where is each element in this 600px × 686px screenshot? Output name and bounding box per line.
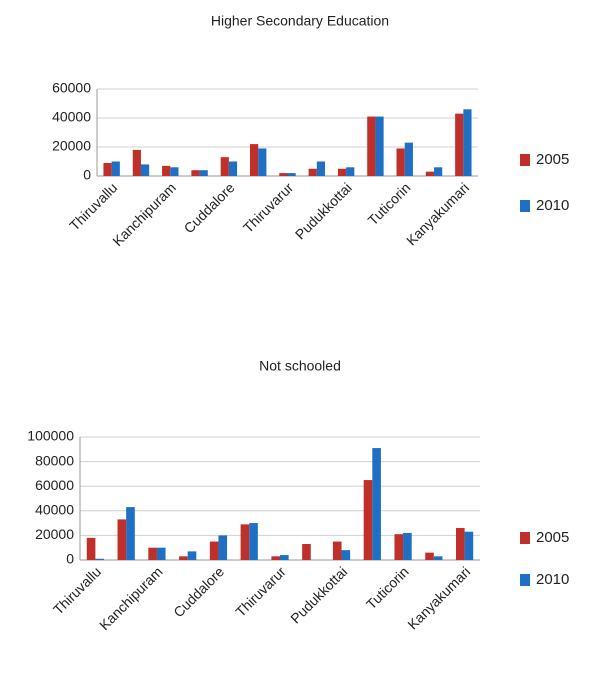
bar (148, 547, 157, 560)
bar (156, 547, 166, 560)
bar (463, 109, 472, 176)
bar (337, 168, 347, 176)
legend-label: 2010 (536, 197, 569, 214)
x-tick-label: Tuticorin (363, 563, 412, 612)
bar (363, 480, 373, 560)
bar (187, 551, 197, 560)
legend-label: 2005 (536, 529, 569, 546)
bar (433, 556, 443, 560)
bar (455, 113, 464, 176)
bar (199, 170, 208, 176)
legend-swatch (520, 200, 530, 212)
bar (375, 116, 384, 176)
bar (280, 555, 289, 560)
bar (308, 168, 317, 176)
legend-label: 2005 (536, 151, 569, 168)
x-tick-label: Cuddalore (170, 563, 227, 620)
legend-swatch (520, 154, 530, 166)
chart-title: Higher Secondary Education (211, 13, 389, 29)
bar (394, 534, 404, 560)
bar (258, 148, 267, 176)
bar (209, 541, 219, 560)
bar (162, 165, 171, 176)
bar (95, 558, 104, 560)
bar (346, 167, 355, 176)
bar (111, 161, 120, 176)
bar (404, 142, 413, 176)
bar (341, 550, 351, 560)
bar (126, 507, 135, 560)
bar (302, 544, 311, 560)
bar (218, 535, 228, 560)
bar (372, 448, 381, 560)
bar (464, 531, 474, 560)
y-tick-label: 0 (83, 167, 91, 183)
x-tick-label: Thiruvarur (232, 563, 289, 620)
x-tick-label: Kanchipuram (96, 563, 166, 633)
x-tick-label: Cuddalore (181, 179, 238, 236)
bar (332, 541, 342, 560)
bar (367, 116, 376, 176)
y-tick-label: 100000 (27, 428, 74, 444)
y-tick-label: 60000 (35, 477, 74, 493)
x-tick-label: Tuticorin (365, 179, 414, 228)
bar (228, 161, 238, 176)
y-tick-label: 40000 (52, 109, 91, 125)
bar (86, 537, 96, 560)
x-tick-label: Pudukkottai (287, 563, 350, 626)
x-tick-label: Thiruvallu (50, 563, 104, 617)
bar (403, 532, 412, 560)
y-tick-label: 40000 (35, 502, 74, 518)
bar (456, 528, 465, 560)
bar (271, 556, 280, 560)
bar (240, 524, 250, 560)
bar (179, 556, 188, 560)
legend-swatch (520, 532, 530, 544)
bar (287, 173, 296, 176)
x-tick-label: Kanyakumari (403, 179, 472, 248)
bar (220, 157, 229, 176)
x-tick-label: Kanchipuram (109, 179, 179, 249)
y-tick-label: 0 (66, 551, 74, 567)
x-tick-label: Pudukkottai (292, 179, 355, 242)
bar (191, 170, 200, 176)
bar (396, 148, 405, 176)
y-tick-label: 20000 (52, 138, 91, 154)
bar (249, 523, 258, 560)
bar (425, 171, 435, 176)
bar (103, 162, 112, 176)
y-tick-label: 80000 (35, 452, 74, 468)
legend-swatch (520, 574, 530, 586)
bar (117, 519, 127, 560)
legend-label: 2010 (536, 571, 569, 588)
bar (316, 161, 326, 176)
bar (279, 173, 288, 176)
bar (132, 149, 141, 176)
x-tick-label: Thiruvarur (240, 179, 297, 236)
x-tick-label: Thiruvallu (66, 179, 120, 233)
y-tick-label: 20000 (35, 526, 74, 542)
bar (434, 167, 443, 176)
bar (425, 552, 434, 560)
bar (140, 164, 150, 176)
bar (170, 167, 179, 176)
bar (249, 144, 259, 176)
x-tick-label: Kanyakumari (404, 563, 473, 632)
y-tick-label: 60000 (52, 80, 91, 96)
chart-title: Not schooled (259, 358, 341, 374)
